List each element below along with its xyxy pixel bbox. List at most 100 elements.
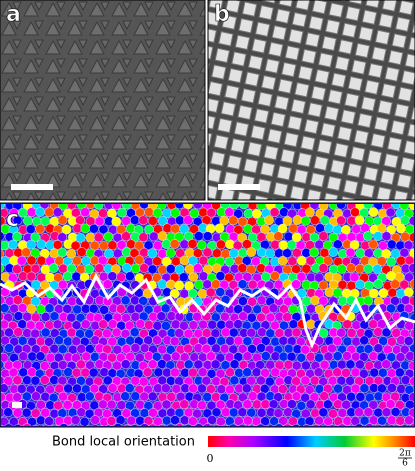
cell <box>301 216 310 225</box>
cell <box>289 224 298 233</box>
cell <box>95 264 104 273</box>
cell <box>310 248 319 257</box>
cell <box>194 232 203 241</box>
scale-bar <box>12 402 22 408</box>
cell <box>76 360 85 369</box>
cell <box>396 416 405 425</box>
cell <box>75 216 84 225</box>
cell <box>5 344 14 353</box>
cell <box>387 240 396 249</box>
cell <box>91 416 100 425</box>
cell <box>238 297 247 306</box>
cell <box>356 392 365 401</box>
scale-bar <box>218 184 260 190</box>
panel-a-image <box>0 0 205 200</box>
cell <box>243 416 252 425</box>
cell <box>108 320 117 329</box>
cell <box>157 424 166 433</box>
cell <box>179 273 188 282</box>
cell <box>153 257 162 266</box>
cell <box>203 424 212 433</box>
cell <box>238 408 247 417</box>
cell <box>216 287 225 296</box>
cell <box>257 343 266 352</box>
cell <box>206 352 215 361</box>
cell <box>271 368 280 377</box>
cell <box>189 384 198 393</box>
cell <box>374 279 383 288</box>
cell <box>194 424 203 433</box>
cell <box>140 424 149 433</box>
cell <box>180 400 189 409</box>
cell <box>355 408 364 417</box>
cell <box>364 296 373 305</box>
cell <box>102 329 111 338</box>
cell <box>211 360 220 369</box>
cell <box>162 400 171 409</box>
cell <box>364 264 373 273</box>
cell <box>0 320 9 329</box>
cell <box>71 416 80 425</box>
cell <box>198 368 207 377</box>
cell <box>343 337 352 346</box>
cell <box>122 263 131 272</box>
cell <box>283 408 292 417</box>
cell <box>134 304 143 313</box>
cell <box>239 312 248 321</box>
cell <box>396 224 405 233</box>
cell <box>234 320 243 329</box>
cell <box>136 400 145 409</box>
cell <box>329 247 338 256</box>
cell <box>220 344 229 353</box>
cell <box>19 352 28 361</box>
cell <box>270 208 279 217</box>
cell <box>334 384 343 393</box>
cell <box>257 248 266 257</box>
cell <box>171 224 180 233</box>
cell <box>36 400 45 409</box>
cell <box>45 304 54 313</box>
cell <box>72 272 81 281</box>
cell <box>320 360 329 369</box>
cell <box>41 312 50 321</box>
cell <box>184 424 193 433</box>
cell <box>401 232 410 241</box>
cell <box>77 247 86 256</box>
cell <box>320 216 329 225</box>
cell <box>171 320 180 329</box>
cell <box>139 216 148 225</box>
cell <box>216 271 225 280</box>
cell <box>364 408 373 417</box>
cell <box>175 200 184 209</box>
colorbar <box>208 436 415 447</box>
cell <box>108 337 117 346</box>
cell <box>283 313 292 322</box>
cell <box>310 376 319 385</box>
cell <box>386 208 395 217</box>
cell <box>148 392 157 401</box>
cell <box>72 368 81 377</box>
cell <box>292 328 301 337</box>
cell <box>58 216 67 225</box>
cell <box>252 368 261 377</box>
cell <box>0 304 9 313</box>
cell <box>229 408 238 417</box>
colorbar-max-numerator: 2π <box>399 449 411 459</box>
cell <box>144 208 153 217</box>
cell <box>107 400 116 409</box>
colorbar-max-denominator: 6 <box>402 459 408 468</box>
cell <box>203 392 212 401</box>
cell <box>100 368 109 377</box>
cell <box>199 320 208 329</box>
cell <box>243 352 252 361</box>
cell <box>166 424 175 433</box>
cell <box>188 239 197 248</box>
cell <box>22 424 31 433</box>
cell <box>36 207 45 216</box>
cell <box>373 232 382 241</box>
cell <box>64 368 73 377</box>
cell <box>37 256 46 265</box>
cell <box>347 263 356 272</box>
cell <box>310 216 319 225</box>
cell <box>0 384 8 393</box>
